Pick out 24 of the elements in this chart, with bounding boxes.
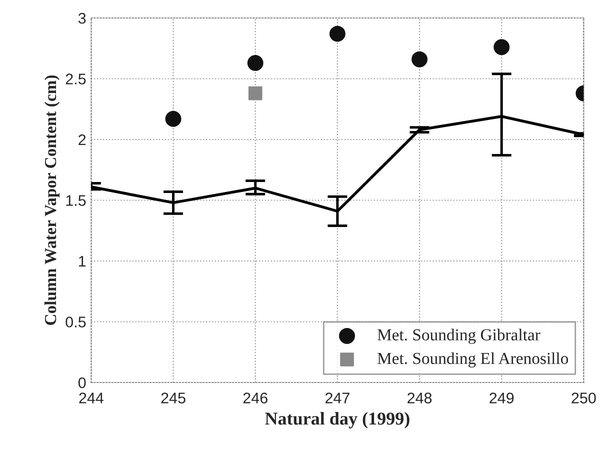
x-tick-label: 245 <box>161 392 186 404</box>
point <box>329 26 346 42</box>
point <box>412 51 428 68</box>
y-tick-label: 0 <box>78 377 86 388</box>
x-tick-label: 244 <box>79 392 104 404</box>
x-tick-label: 249 <box>490 392 514 404</box>
point <box>165 110 182 127</box>
y-tick-label: 1.5 <box>66 195 86 206</box>
legend-label: Met. Sounding El Arenosillo <box>377 352 568 368</box>
x-axis-title: Natural day (1999) <box>265 412 410 428</box>
x-tick-label: 250 <box>572 392 596 404</box>
point <box>247 54 264 71</box>
x-tick-label: 248 <box>408 392 432 404</box>
y-tick-label: 3 <box>78 12 86 24</box>
point <box>494 39 510 56</box>
point <box>248 86 262 100</box>
y-axis-title: Column Water Vapor Content (cm) <box>44 75 60 325</box>
legend-label: Met. Sounding Gibraltar <box>377 328 540 344</box>
y-tick-label: 0.5 <box>66 316 86 328</box>
y-tick-label: 1 <box>79 256 86 267</box>
x-tick-label: 247 <box>325 392 350 404</box>
x-tick-label: 246 <box>243 392 268 404</box>
y-tick-label: 2.5 <box>66 74 86 84</box>
y-tick-label: 2 <box>78 134 86 146</box>
